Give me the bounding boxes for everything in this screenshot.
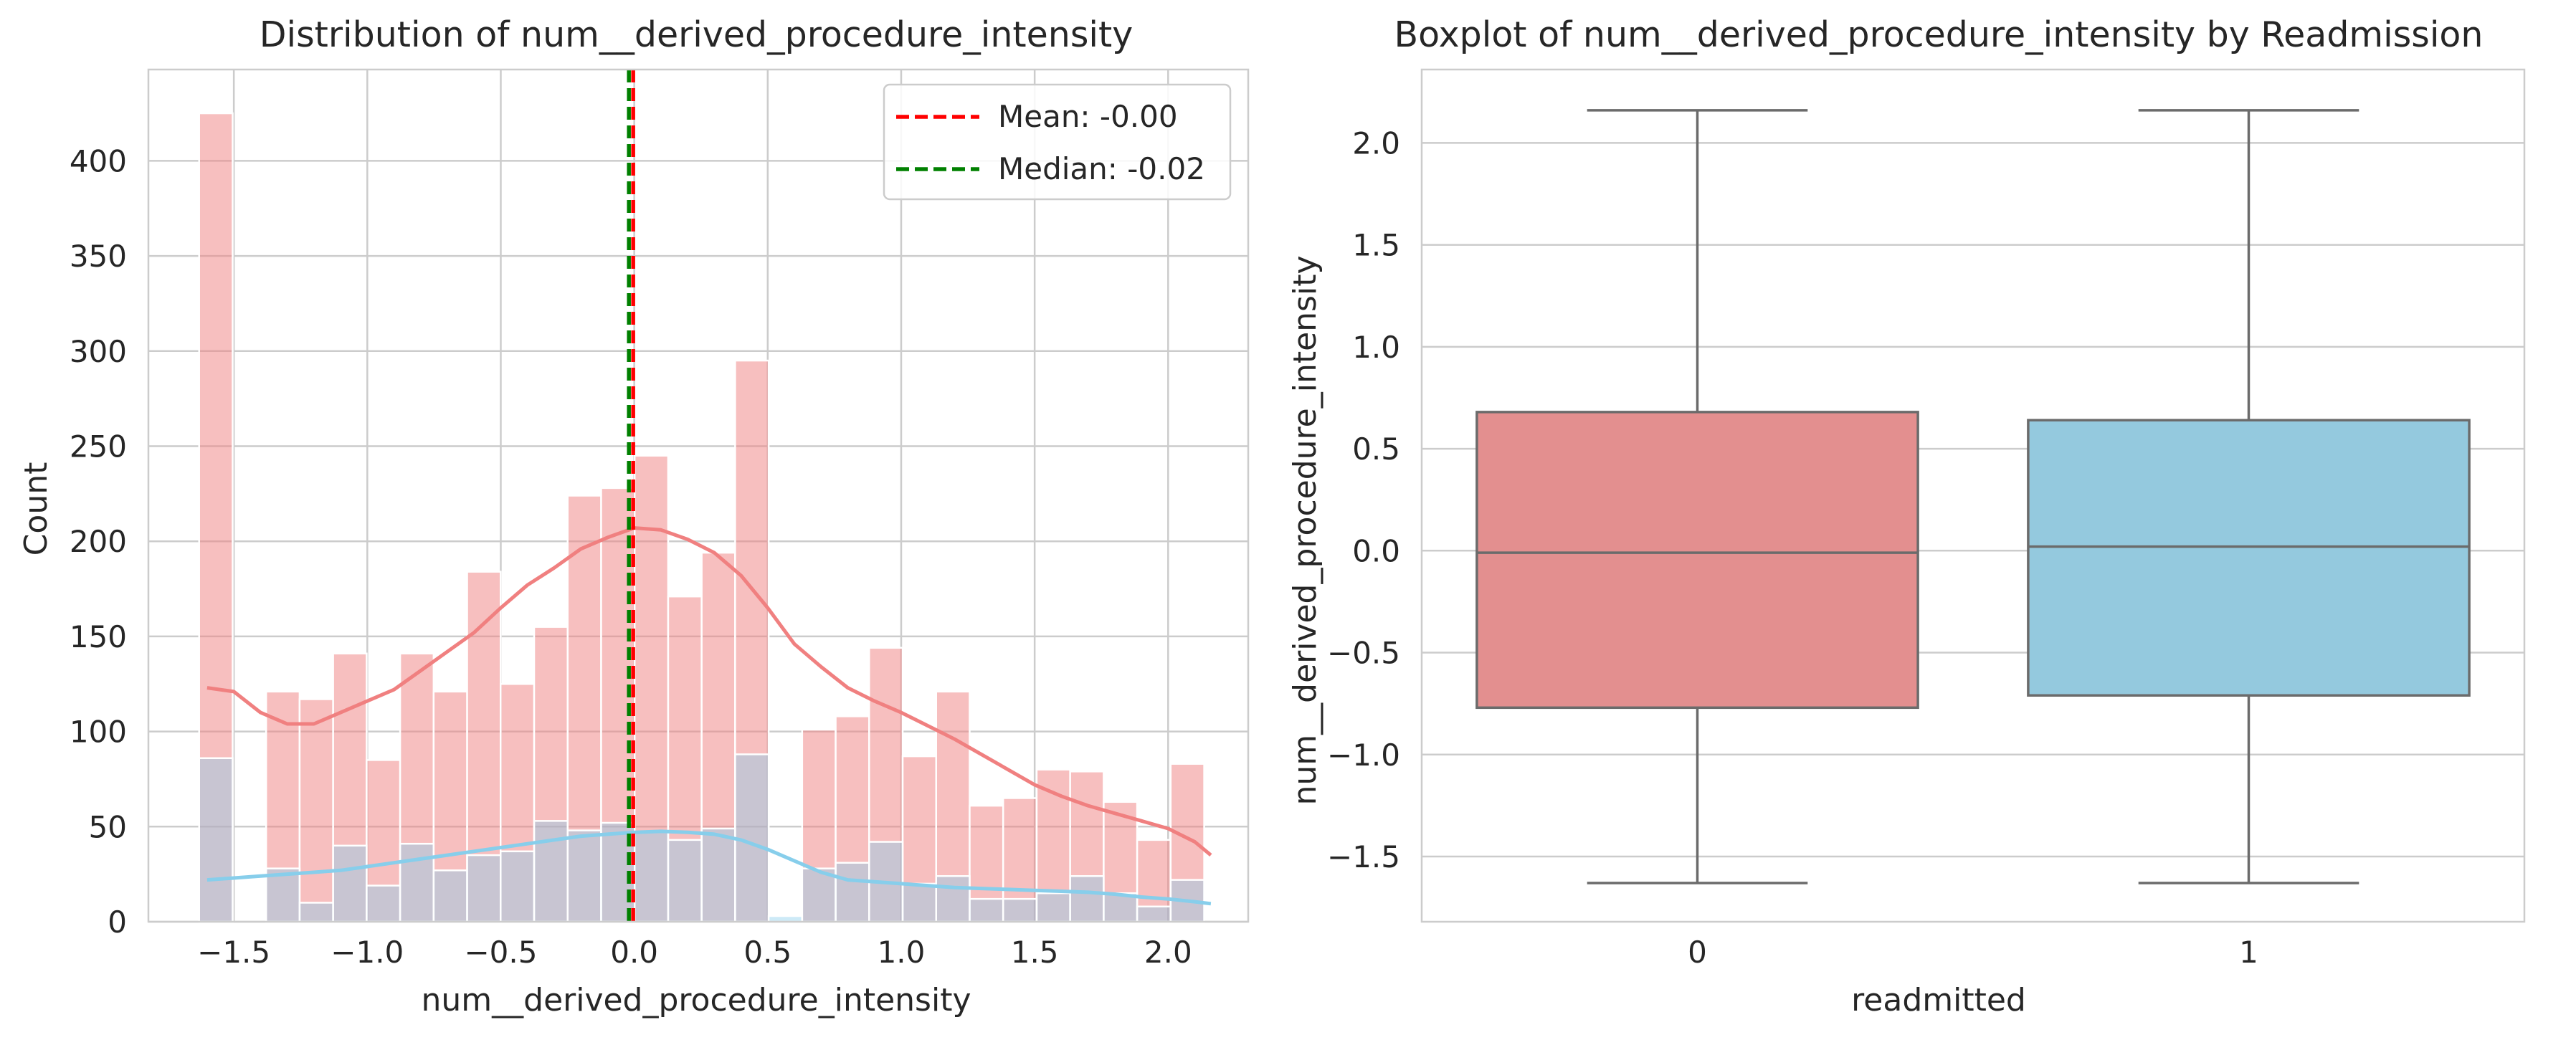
y-tick-label: 2.0: [1352, 125, 1400, 161]
histogram-bar: [298, 902, 334, 923]
y-tick-label: 50: [89, 809, 127, 844]
legend-mean-label: Mean: -0.00: [998, 99, 1178, 134]
histogram-bars-pink: [198, 112, 1205, 923]
histogram-bar: [700, 551, 736, 923]
x-tick-label: 0.0: [610, 935, 658, 970]
histogram-bar: [1103, 892, 1139, 923]
histogram-x-axis-label: num__derived_procedure_intensity: [422, 982, 971, 1018]
x-tick-label: −0.5: [464, 935, 537, 970]
histogram-y-axis-label: Count: [18, 462, 54, 556]
boxplot-title: Boxplot of num__derived_procedure_intens…: [1394, 14, 2484, 55]
y-tick-label: 0.0: [1352, 533, 1400, 568]
x-tick-label: 2.0: [1144, 935, 1192, 970]
histogram-kde-curves: [206, 526, 1212, 906]
histogram-bar: [835, 862, 870, 923]
histogram-bar: [935, 690, 971, 923]
x-tick-label: 1.5: [1011, 935, 1059, 970]
x-tick-label: 1: [2239, 935, 2258, 970]
boxplot-frame: [1420, 68, 2526, 923]
y-tick-label: 250: [70, 429, 127, 464]
y-tick-label: 150: [70, 619, 127, 654]
histogram-bar: [1069, 875, 1105, 923]
x-tick-label: −1.5: [197, 935, 270, 970]
boxplot-boxes: [1475, 109, 2471, 884]
box-1: [2027, 109, 2471, 884]
y-tick-label: 300: [70, 334, 127, 369]
histogram-bar: [633, 831, 670, 923]
histogram-mean-median-lines: [627, 70, 635, 922]
y-tick-label: 1.0: [1352, 330, 1400, 365]
histogram-bar: [265, 867, 301, 923]
histogram-bar: [969, 804, 1004, 923]
kde-curve: [206, 526, 1212, 857]
y-tick-label: 200: [70, 524, 127, 559]
histogram-bar: [935, 875, 971, 923]
y-tick-label: 350: [70, 239, 127, 274]
histogram-bar: [801, 728, 837, 923]
boxplot-chart: Boxplot of num__derived_procedure_intens…: [1287, 14, 2526, 1018]
histogram-bar: [500, 850, 536, 923]
x-tick-label: 0.5: [743, 935, 792, 970]
histogram-bar: [432, 690, 468, 923]
legend-median-label: Median: -0.02: [998, 151, 1205, 186]
histogram-frame: [147, 68, 1250, 923]
histogram-bar: [332, 652, 368, 923]
histogram-bar: [399, 842, 435, 923]
histogram-bar: [1103, 801, 1139, 923]
histogram-bar: [835, 715, 870, 923]
histogram-bar: [366, 884, 401, 923]
histogram-bar: [667, 839, 703, 923]
y-tick-label: −1.5: [1327, 839, 1400, 874]
histogram-bar: [566, 495, 602, 923]
histogram-bar: [399, 652, 435, 923]
histogram-bar: [901, 882, 937, 923]
boxplot-y-ticks: −1.5 −1.0 −0.5 0.0 0.5 1.0 1.5 2.0: [1327, 125, 1400, 874]
histogram-bar: [1136, 905, 1172, 923]
kde-curve: [206, 829, 1212, 906]
y-tick-label: −1.0: [1327, 738, 1400, 773]
histogram-bar: [198, 112, 234, 923]
histogram-bar: [198, 757, 234, 923]
y-tick-label: 100: [70, 715, 127, 750]
y-tick-label: 1.5: [1352, 228, 1400, 263]
histogram-bar: [265, 690, 301, 923]
histogram-bar: [1035, 892, 1071, 923]
histogram-bar: [1069, 771, 1105, 923]
histogram-bar: [432, 869, 468, 923]
y-tick-label: 0.5: [1352, 431, 1400, 467]
x-tick-label: 0: [1688, 935, 1707, 970]
histogram-bar: [298, 698, 334, 923]
histogram-x-ticks: −1.5 −1.0 −0.5 0.0 0.5 1.0 1.5 2.0: [197, 935, 1192, 970]
histogram-bar: [801, 867, 837, 923]
histogram-bar: [566, 829, 602, 923]
iqr-box: [2027, 419, 2471, 697]
y-tick-label: 0: [108, 905, 127, 940]
histogram-legend: Mean: -0.00 Median: -0.02: [883, 83, 1232, 201]
histogram-bar: [533, 820, 569, 923]
histogram-chart: Distribution of num__derived_procedure_i…: [18, 14, 1250, 1018]
histogram-bar: [700, 827, 736, 923]
y-tick-label: −0.5: [1327, 636, 1400, 671]
legend-box: [883, 83, 1232, 201]
boxplot-x-axis-label: readmitted: [1851, 982, 2026, 1018]
histogram-bar: [332, 844, 368, 923]
y-tick-label: 400: [70, 143, 127, 178]
boxplot-y-axis-label: num__derived_procedure_intensity: [1287, 256, 1323, 806]
iqr-box: [1475, 411, 1919, 710]
histogram-bar: [1002, 897, 1038, 923]
histogram-title: Distribution of num__derived_procedure_i…: [260, 14, 1133, 55]
x-tick-label: 1.0: [878, 935, 926, 970]
histogram-bar: [533, 626, 569, 923]
box-0: [1475, 109, 1919, 884]
histogram-bar: [466, 854, 502, 923]
histogram-y-ticks: 0 50 100 150 200 250 300 350 400: [70, 143, 127, 940]
histogram-bar: [969, 897, 1004, 923]
x-tick-label: −1.0: [331, 935, 404, 970]
